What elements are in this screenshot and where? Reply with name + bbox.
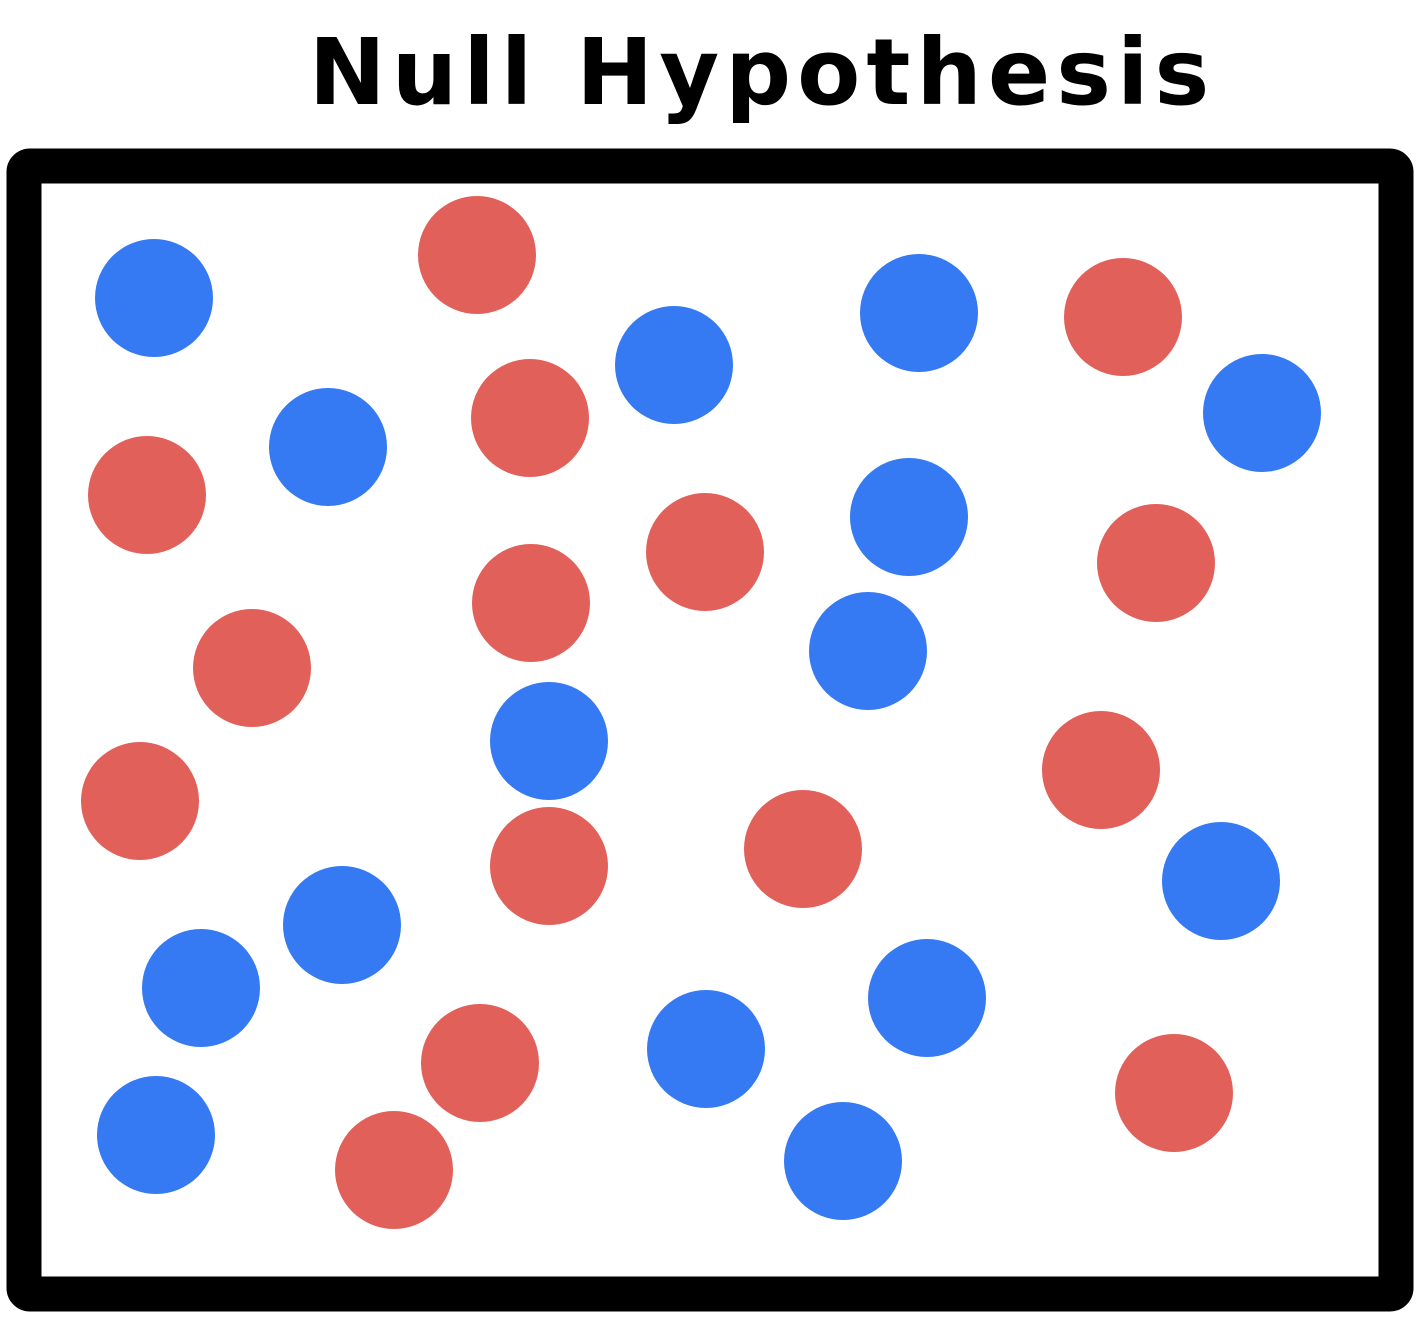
- blue-dot: [809, 592, 927, 710]
- blue-dot: [868, 939, 986, 1057]
- red-dot: [418, 196, 536, 314]
- blue-dot: [647, 990, 765, 1108]
- blue-dot: [269, 388, 387, 506]
- red-dot: [490, 807, 608, 925]
- red-dot: [81, 742, 199, 860]
- blue-dot: [615, 306, 733, 424]
- blue-dot: [142, 929, 260, 1047]
- red-dot: [1064, 258, 1182, 376]
- blue-dot: [784, 1102, 902, 1220]
- red-dot: [335, 1111, 453, 1229]
- red-dot: [1115, 1034, 1233, 1152]
- red-dot: [646, 493, 764, 611]
- blue-dot: [1203, 354, 1321, 472]
- red-dot: [744, 790, 862, 908]
- blue-dot: [95, 239, 213, 357]
- red-dot: [472, 544, 590, 662]
- red-dot: [471, 359, 589, 477]
- red-dot: [1097, 504, 1215, 622]
- red-dot: [1042, 711, 1160, 829]
- dots-group: [81, 196, 1321, 1229]
- blue-dot: [283, 866, 401, 984]
- diagram-title: Null Hypothesis: [309, 19, 1216, 126]
- blue-dot: [1162, 822, 1280, 940]
- red-dot: [421, 1004, 539, 1122]
- red-dot: [88, 436, 206, 554]
- blue-dot: [860, 254, 978, 372]
- blue-dot: [97, 1076, 215, 1194]
- red-dot: [193, 609, 311, 727]
- blue-dot: [850, 458, 968, 576]
- enclosing-box: [6, 148, 1414, 1312]
- blue-dot: [490, 682, 608, 800]
